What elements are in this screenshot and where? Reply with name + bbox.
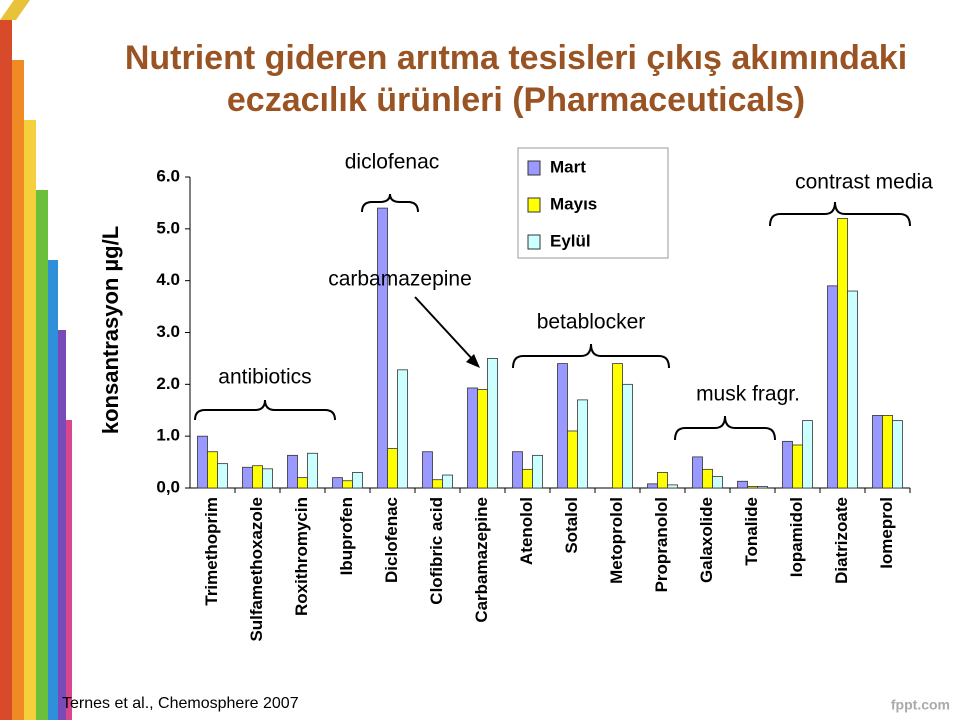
bar xyxy=(702,468,713,489)
bar xyxy=(837,218,848,489)
y-axis-label: konsantrasyon µg/L xyxy=(98,226,123,434)
bar xyxy=(242,466,253,489)
x-tick-label: Carbamazepine xyxy=(472,497,491,623)
legend-label: Mayıs xyxy=(550,194,597,213)
bar xyxy=(332,477,343,489)
legend xyxy=(517,147,669,259)
x-tick-label: Iomeprol xyxy=(877,497,896,569)
bar xyxy=(747,486,758,489)
bar xyxy=(297,477,308,489)
x-tick-label: Diclofenac xyxy=(382,497,401,583)
bar xyxy=(207,451,218,489)
legend-swatch xyxy=(527,197,541,213)
bar xyxy=(647,483,658,489)
annotation: betablocker xyxy=(537,311,646,334)
bar xyxy=(847,290,858,489)
y-tick-label: 4.0 xyxy=(156,270,180,289)
bar xyxy=(612,363,623,489)
bar xyxy=(622,383,633,489)
bar xyxy=(532,454,543,489)
y-tick-label: 2.0 xyxy=(156,374,180,393)
bar xyxy=(467,387,478,489)
bar xyxy=(252,465,263,489)
bar xyxy=(827,285,838,489)
chart-title: eczacılık ürünleri (Pharmaceuticals) xyxy=(227,81,805,119)
bar xyxy=(792,444,803,489)
bar xyxy=(557,363,568,489)
bar xyxy=(577,399,588,489)
bar xyxy=(352,472,363,489)
bar xyxy=(522,468,533,489)
bar xyxy=(712,476,723,489)
braces xyxy=(194,193,911,441)
x-tick-label: Sotalol xyxy=(562,497,581,554)
bar xyxy=(737,480,748,489)
bar xyxy=(397,369,408,489)
arrowhead xyxy=(466,354,480,368)
bar xyxy=(377,207,388,489)
bar xyxy=(757,486,768,489)
legend-swatch xyxy=(527,160,541,176)
bar xyxy=(882,415,893,489)
annotation: antibiotics xyxy=(218,366,311,389)
x-tick-label: Iopamidol xyxy=(787,497,806,577)
bar xyxy=(477,389,488,489)
x-tick-label: Diatrizoate xyxy=(832,497,851,584)
pencil-decoration xyxy=(0,0,72,720)
bar xyxy=(892,420,903,489)
x-tick-label: Ibuprofen xyxy=(337,497,356,575)
bar xyxy=(422,451,433,489)
watermark: fppt.com xyxy=(891,697,950,713)
bar xyxy=(692,456,703,489)
x-tick-label: Trimethoprim xyxy=(202,497,221,606)
y-tick-label: 6.0 xyxy=(156,166,180,185)
bar xyxy=(307,452,318,489)
legend-swatch xyxy=(527,234,541,250)
y-tick-label: 5.0 xyxy=(156,218,180,237)
bar xyxy=(782,440,793,489)
bar xyxy=(802,420,813,489)
annotation: musk fragr. xyxy=(696,383,800,406)
y-tick-label: 3.0 xyxy=(156,322,180,341)
x-tick-label: Atenolol xyxy=(517,497,536,565)
bar xyxy=(512,451,523,489)
bar xyxy=(872,415,883,489)
x-tick-label: Clofibric acid xyxy=(427,497,446,605)
bar xyxy=(442,474,453,489)
x-tick-label: Roxithromycin xyxy=(292,497,311,616)
y-tick-label: 1.0 xyxy=(156,426,180,445)
bar xyxy=(342,480,353,489)
legend-label: Mart xyxy=(550,157,586,176)
y-tick-label: 0,0 xyxy=(156,477,180,496)
bar xyxy=(657,472,668,489)
annotation: carbamazepine xyxy=(328,268,472,291)
bar xyxy=(387,448,398,489)
x-tick-label: Galaxolide xyxy=(697,497,716,583)
legend-label: Eylül xyxy=(550,231,591,250)
bar xyxy=(667,484,678,489)
bar xyxy=(262,468,273,489)
x-tick-label: Tonalide xyxy=(742,497,761,566)
bar xyxy=(287,454,298,489)
x-tick-label: Propranolol xyxy=(652,497,671,592)
bar xyxy=(432,479,443,489)
bar xyxy=(197,435,208,489)
bar xyxy=(487,358,498,489)
bar xyxy=(217,463,228,489)
x-tick-label: Metoprolol xyxy=(607,497,626,584)
annotation: diclofenac xyxy=(345,151,440,174)
x-tick-label: Sulfamethoxazole xyxy=(247,497,266,642)
annotation: contrast media xyxy=(795,171,933,194)
chart-title: Nutrient gideren arıtma tesisleri çıkış … xyxy=(125,39,907,77)
bar xyxy=(567,430,578,489)
source: Ternes et al., Chemosphere 2007 xyxy=(62,695,299,712)
